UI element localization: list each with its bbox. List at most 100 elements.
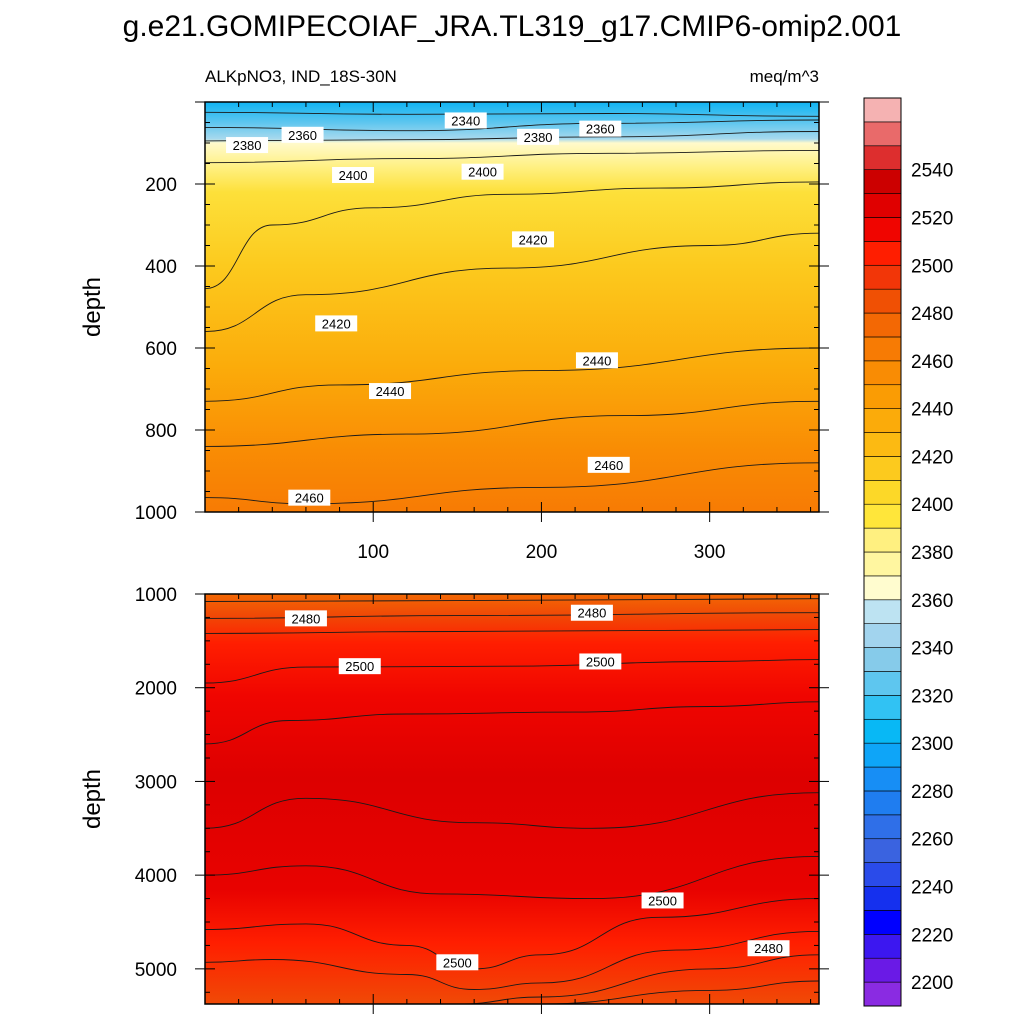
upper-contour-label-2: 2340 <box>451 113 480 128</box>
lower-contour-line-2510-4 <box>205 701 819 745</box>
colorbar-swatch-37 <box>863 97 902 123</box>
lower-contour-label-box-1 <box>570 604 613 621</box>
lower-contour-line-2490-8 <box>205 930 819 990</box>
upper-contour-line-2400-3 <box>205 149 819 164</box>
colorbar-swatch-19 <box>863 527 902 553</box>
colorbar-label-2: 2240 <box>911 878 953 899</box>
upper-x-tick-label-2: 300 <box>694 542 726 563</box>
colorbar-label-6: 2320 <box>911 686 953 707</box>
colorbar-label-15: 2500 <box>911 256 953 277</box>
colorbar-swatch-25 <box>863 384 902 409</box>
upper-contour-line-2340-0 <box>205 111 819 117</box>
upper-contour-label-12: 2460 <box>295 491 324 506</box>
upper-y-tick-label-0: 200 <box>145 175 177 196</box>
upper-y-tick-label-2: 600 <box>145 339 177 360</box>
colorbar-swatch-11 <box>863 718 902 744</box>
colorbar-swatch-33 <box>863 193 902 218</box>
lower-y-tick-label-0: 1000 <box>135 585 177 606</box>
colorbar-label-11: 2420 <box>911 447 953 468</box>
lower-contour-label-box-4 <box>641 892 684 909</box>
colorbar: 2200 2220 2240 2260 2280 2300 2320 2340 2360 2380… <box>863 97 953 1007</box>
lower-contour-line-2480-9 <box>457 954 819 1004</box>
upper-contour-line-2450-7 <box>205 400 819 447</box>
upper-y-tick-label-4: 1000 <box>135 503 177 524</box>
colorbar-swatch-7 <box>863 814 902 840</box>
colorbar-label-7: 2340 <box>911 639 953 660</box>
upper-y-axis-label: depth <box>79 277 106 337</box>
colorbar-swatch-15 <box>863 623 902 648</box>
upper-contour-label-box-11 <box>587 456 630 473</box>
upper-contour-label-box-2 <box>444 112 487 129</box>
colorbar-swatch-32 <box>863 217 902 242</box>
lower-contour-label-4: 2500 <box>648 893 677 908</box>
colorbar-swatch-36 <box>863 121 902 147</box>
upper-contour-line-2420-4 <box>205 181 819 290</box>
colorbar-swatch-0 <box>863 981 902 1007</box>
upper-contour-label-box-5 <box>332 166 375 183</box>
colorbar-swatch-17 <box>863 575 902 601</box>
lower-contour-label-box-5 <box>747 940 790 957</box>
colorbar-swatch-24 <box>863 408 902 433</box>
upper-contour-label-box-4 <box>579 120 622 137</box>
lower-contour-line-2500-7 <box>205 898 819 970</box>
colorbar-swatch-13 <box>863 671 902 696</box>
colorbar-swatch-9 <box>863 766 902 792</box>
upper-contour-label-4: 2360 <box>586 122 615 137</box>
lower-contour-label-box-3 <box>579 653 622 670</box>
colorbar-swatch-31 <box>863 241 902 266</box>
upper-contour-label-6: 2400 <box>468 165 497 180</box>
lower-contour-label-0: 2480 <box>291 611 320 626</box>
upper-contour-label-1: 2360 <box>288 128 317 143</box>
upper-contour-fill <box>205 102 819 512</box>
upper-contour-label-box-12 <box>288 489 331 506</box>
colorbar-label-17: 2540 <box>911 161 953 182</box>
colorbar-swatch-12 <box>863 695 902 720</box>
colorbar-swatch-2 <box>863 934 902 959</box>
colorbar-swatch-29 <box>863 288 902 314</box>
colorbar-label-14: 2480 <box>911 304 953 325</box>
lower-y-tick-label-2: 3000 <box>135 772 177 793</box>
lower-y-tick-label-3: 4000 <box>135 866 177 887</box>
colorbar-label-10: 2400 <box>911 495 953 516</box>
upper-contour-label-box-3 <box>517 128 560 145</box>
lower-contour-label-box-2 <box>338 658 381 675</box>
colorbar-swatch-23 <box>863 432 902 457</box>
colorbar-label-8: 2360 <box>911 591 953 612</box>
upper-contour-label-3: 2380 <box>524 130 553 145</box>
colorbar-label-12: 2440 <box>911 400 953 421</box>
colorbar-swatch-22 <box>863 456 902 481</box>
upper-x-tick-label-1: 200 <box>526 542 558 563</box>
upper-contour-label-box-0 <box>226 137 269 154</box>
colorbar-swatch-4 <box>863 886 902 911</box>
upper-contour-label-7: 2420 <box>519 232 548 247</box>
colorbar-frame <box>863 97 902 1007</box>
upper-contour-label-9: 2440 <box>582 353 611 368</box>
upper-contour-label-box-9 <box>575 352 618 369</box>
upper-contour-line-2440-6 <box>205 347 819 402</box>
colorbar-swatch-6 <box>863 838 902 863</box>
colorbar-swatch-26 <box>863 360 902 386</box>
lower-y-tick-label-1: 2000 <box>135 679 177 700</box>
lower-contour-line-2510-6 <box>205 855 819 900</box>
lower-contour-label-6: 2500 <box>443 955 472 970</box>
upper-contour-panel: 2380 2360 2340 2380 2360 2400 2400 2420 2420 2440… <box>135 101 829 563</box>
colorbar-swatch-3 <box>863 910 902 935</box>
upper-y-tick-label-1: 400 <box>145 257 177 278</box>
colorbar-label-3: 2260 <box>911 830 953 851</box>
colorbar-label-4: 2280 <box>911 782 953 803</box>
colorbar-label-5: 2300 <box>911 734 953 755</box>
upper-subtitle-right: meq/m^3 <box>750 67 819 86</box>
colorbar-label-13: 2460 <box>911 352 953 373</box>
lower-contour-label-5: 2480 <box>754 941 783 956</box>
colorbar-swatch-27 <box>863 336 902 362</box>
lower-contour-label-1: 2480 <box>577 606 606 621</box>
colorbar-swatch-8 <box>863 790 902 816</box>
lower-contour-line-2470-10 <box>541 980 819 1004</box>
colorbar-swatch-21 <box>863 480 902 505</box>
upper-contour-label-box-6 <box>461 163 504 180</box>
upper-contour-label-8: 2420 <box>322 316 351 331</box>
lower-contour-fill <box>205 594 819 1004</box>
colorbar-swatch-30 <box>863 264 902 290</box>
colorbar-swatch-35 <box>863 145 902 170</box>
